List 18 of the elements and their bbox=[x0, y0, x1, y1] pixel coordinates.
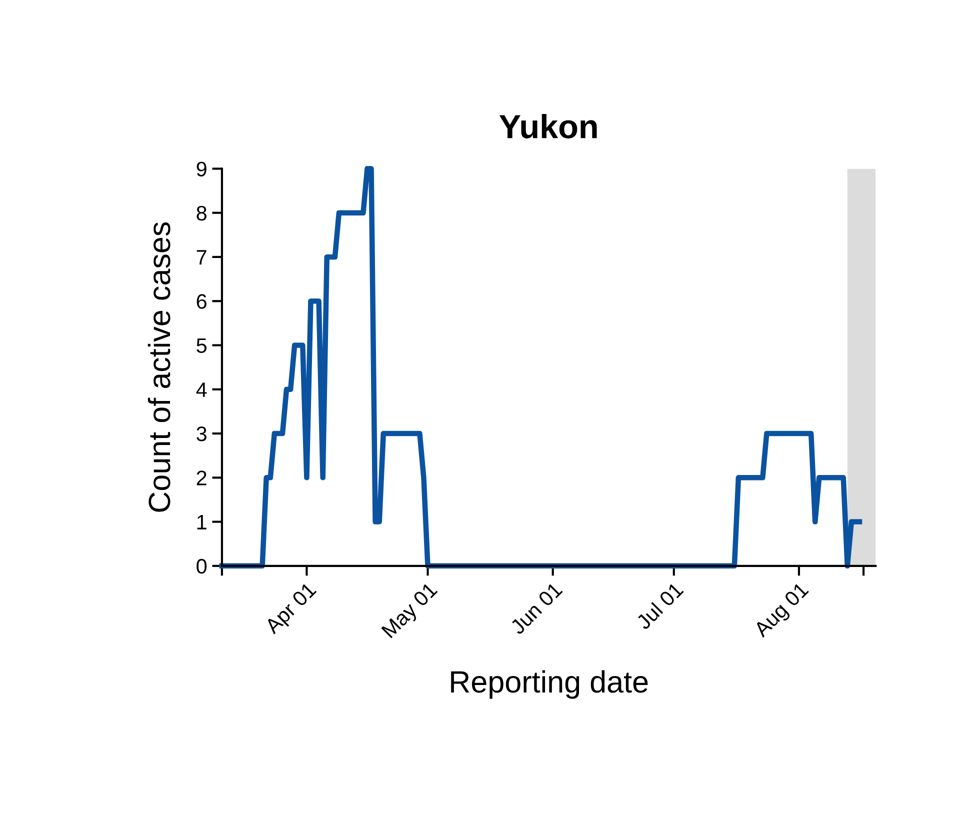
y-tick-label: 2 bbox=[196, 470, 206, 486]
y-tick-label: 8 bbox=[196, 206, 206, 221]
y-tick-label: 6 bbox=[196, 294, 206, 309]
y-tick-label: 0 bbox=[196, 558, 207, 574]
x-tick-label: May 01 bbox=[381, 582, 441, 642]
x-tick-label: Aug 01 bbox=[752, 582, 812, 641]
y-tick-label: 5 bbox=[196, 338, 207, 353]
y-axis-title: Count of active cases bbox=[148, 222, 170, 512]
y-tick-label: 9 bbox=[196, 162, 206, 176]
y-tick-label: 1 bbox=[197, 514, 206, 530]
x-tick-label: Jul 01 bbox=[634, 581, 684, 630]
y-tick-label: 7 bbox=[196, 250, 206, 265]
x-tick-label: Jun 01 bbox=[509, 582, 563, 636]
x-axis-title: Reporting date bbox=[451, 670, 648, 699]
y-tick-label: 4 bbox=[196, 382, 207, 397]
y-tick-label: 3 bbox=[196, 426, 206, 442]
x-tick-label: Apr 01 bbox=[264, 582, 320, 638]
chart-title: Yukon bbox=[499, 114, 597, 138]
